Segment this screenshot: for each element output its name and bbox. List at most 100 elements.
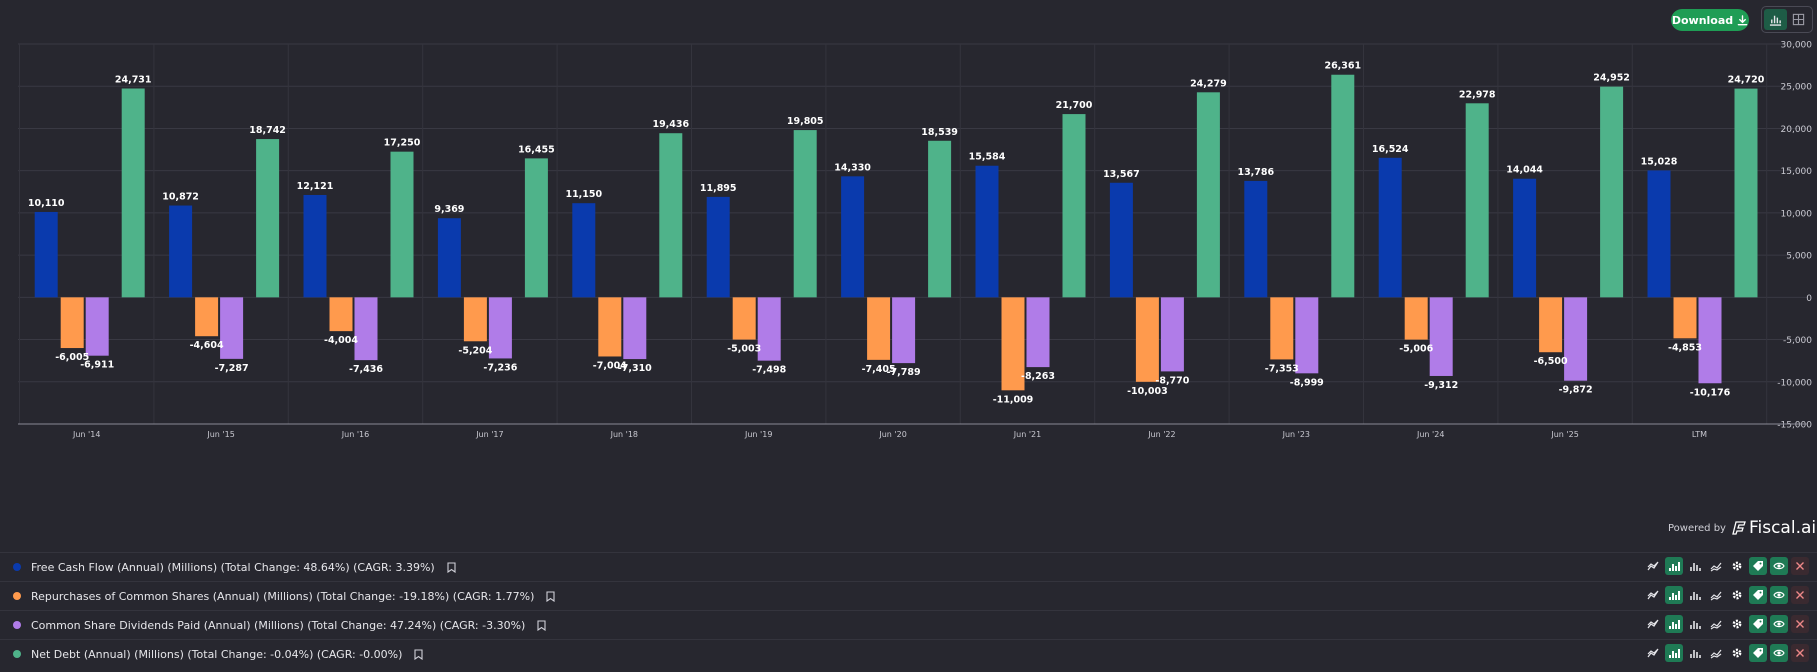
column-chart-button[interactable] xyxy=(1686,557,1704,575)
tag-button[interactable] xyxy=(1749,615,1767,633)
bar-series-4[interactable] xyxy=(928,140,952,298)
close-button[interactable] xyxy=(1791,586,1809,604)
bar-series-4[interactable] xyxy=(121,88,145,298)
bar-data-label: 14,044 xyxy=(1506,165,1543,176)
bar-series-2[interactable] xyxy=(598,297,622,357)
column-chart-button[interactable] xyxy=(1686,644,1704,662)
bar-series-3[interactable] xyxy=(1295,297,1319,374)
bar-chart-button[interactable] xyxy=(1665,586,1683,604)
settings-button[interactable] xyxy=(1728,557,1746,575)
bar-series-3[interactable] xyxy=(1160,297,1184,372)
chart-toolbar: Download xyxy=(0,0,1817,40)
eye-button[interactable] xyxy=(1770,615,1788,633)
eye-icon xyxy=(1773,649,1785,657)
bar-series-2[interactable] xyxy=(1673,297,1697,339)
tag-button[interactable] xyxy=(1749,586,1767,604)
bar-series-4[interactable] xyxy=(659,133,683,298)
bar-series-3[interactable] xyxy=(892,297,916,364)
bar-series-4[interactable] xyxy=(524,158,548,298)
bar-series-2[interactable] xyxy=(732,297,756,340)
bar-series-4[interactable] xyxy=(793,130,817,298)
bar-data-label: 22,978 xyxy=(1459,89,1496,100)
close-icon xyxy=(1796,649,1804,657)
bar-chart-button[interactable] xyxy=(1665,644,1683,662)
column-chart-button[interactable] xyxy=(1686,615,1704,633)
close-button[interactable] xyxy=(1791,644,1809,662)
bar-series-2[interactable] xyxy=(1404,297,1428,340)
bar-series-2[interactable] xyxy=(867,297,891,360)
bar-series-3[interactable] xyxy=(757,297,781,361)
settings-button[interactable] xyxy=(1728,644,1746,662)
trend-button[interactable] xyxy=(1644,644,1662,662)
download-button[interactable]: Download xyxy=(1671,9,1749,31)
bar-series-2[interactable] xyxy=(1539,297,1563,353)
line-chart-button[interactable] xyxy=(1707,615,1725,633)
bar-series-3[interactable] xyxy=(354,297,378,361)
eye-button[interactable] xyxy=(1770,557,1788,575)
bar-data-label: -7,310 xyxy=(618,363,652,374)
close-button[interactable] xyxy=(1791,615,1809,633)
bookmark-icon[interactable] xyxy=(537,619,546,631)
bar-series-3[interactable] xyxy=(1026,297,1050,368)
bar-data-label: 17,250 xyxy=(384,138,421,149)
bar-series-2[interactable] xyxy=(195,297,219,337)
bar-series-2[interactable] xyxy=(60,297,84,349)
bookmark-icon[interactable] xyxy=(414,648,423,660)
bar-chart-button[interactable] xyxy=(1665,615,1683,633)
bar-series-2[interactable] xyxy=(1001,297,1025,391)
bar-series-2[interactable] xyxy=(1135,297,1159,382)
tag-button[interactable] xyxy=(1749,557,1767,575)
bar-series-1[interactable] xyxy=(1244,180,1268,298)
bookmark-icon[interactable] xyxy=(447,561,456,573)
bar-series-4[interactable] xyxy=(390,151,414,298)
bar-series-4[interactable] xyxy=(1062,114,1086,298)
settings-button[interactable] xyxy=(1728,586,1746,604)
bar-series-1[interactable] xyxy=(169,205,193,298)
trend-button[interactable] xyxy=(1644,586,1662,604)
bar-series-1[interactable] xyxy=(841,176,865,298)
bar-series-1[interactable] xyxy=(1109,182,1133,298)
tag-button[interactable] xyxy=(1749,644,1767,662)
bar-series-3[interactable] xyxy=(220,297,244,359)
bar-series-1[interactable] xyxy=(975,165,999,298)
bar-series-1[interactable] xyxy=(1647,170,1671,298)
line-chart-button[interactable] xyxy=(1707,557,1725,575)
chart-view-button[interactable] xyxy=(1764,9,1787,30)
bar-data-label: 13,786 xyxy=(1237,167,1274,178)
trend-button[interactable] xyxy=(1644,557,1662,575)
bar-series-1[interactable] xyxy=(437,218,461,298)
bar-series-3[interactable] xyxy=(488,297,512,359)
column-chart-button[interactable] xyxy=(1686,586,1704,604)
bar-series-3[interactable] xyxy=(1429,297,1453,376)
eye-button[interactable] xyxy=(1770,586,1788,604)
close-button[interactable] xyxy=(1791,557,1809,575)
table-view-button[interactable] xyxy=(1787,9,1810,30)
settings-button[interactable] xyxy=(1728,615,1746,633)
bar-series-4[interactable] xyxy=(1331,74,1355,298)
bar-series-1[interactable] xyxy=(572,203,596,298)
bar-series-4[interactable] xyxy=(1600,86,1624,298)
bar-series-1[interactable] xyxy=(303,194,327,298)
bar-series-3[interactable] xyxy=(623,297,647,360)
eye-button[interactable] xyxy=(1770,644,1788,662)
bar-series-4[interactable] xyxy=(1196,92,1220,298)
bar-chart-icon xyxy=(1669,620,1680,629)
bar-series-1[interactable] xyxy=(34,211,58,298)
bar-series-2[interactable] xyxy=(1270,297,1294,360)
line-chart-button[interactable] xyxy=(1707,644,1725,662)
bookmark-icon[interactable] xyxy=(546,590,555,602)
bar-series-4[interactable] xyxy=(1465,103,1489,298)
bar-series-1[interactable] xyxy=(706,196,730,298)
bar-series-3[interactable] xyxy=(1564,297,1588,381)
line-chart-button[interactable] xyxy=(1707,586,1725,604)
bar-series-3[interactable] xyxy=(1698,297,1722,384)
trend-button[interactable] xyxy=(1644,615,1662,633)
bar-series-1[interactable] xyxy=(1378,157,1402,298)
bar-series-4[interactable] xyxy=(1734,88,1758,298)
bar-series-2[interactable] xyxy=(463,297,487,342)
bar-chart-button[interactable] xyxy=(1665,557,1683,575)
bar-series-2[interactable] xyxy=(329,297,353,332)
bar-series-1[interactable] xyxy=(1513,178,1537,298)
bar-series-3[interactable] xyxy=(85,297,109,356)
bar-series-4[interactable] xyxy=(256,139,280,298)
